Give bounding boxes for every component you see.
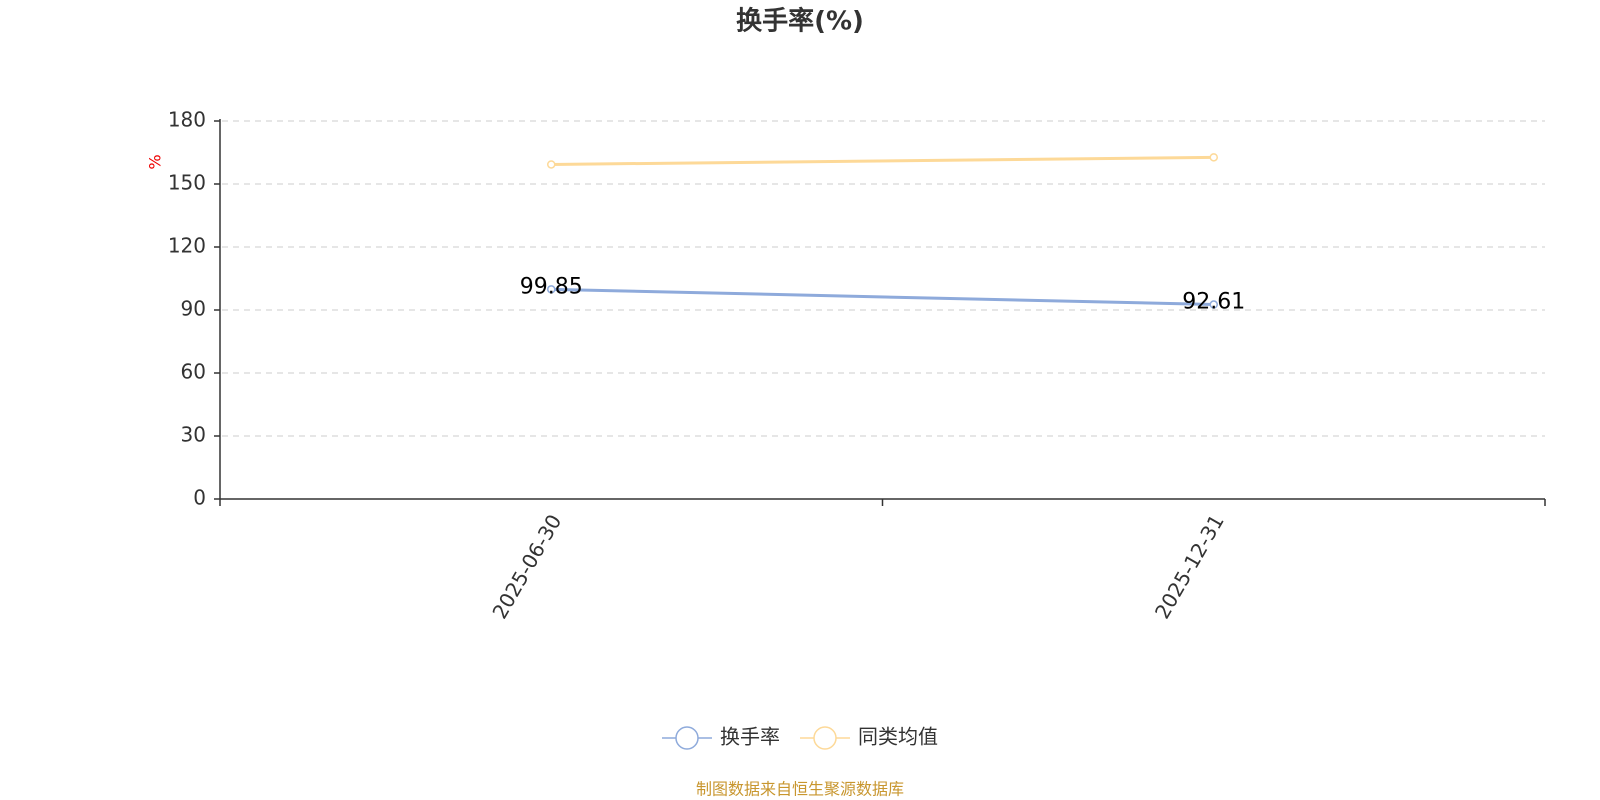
legend-label: 换手率 [720,725,780,749]
y-axis-label: % [146,154,165,169]
y-tick-label: 90 [181,297,206,321]
source-note: 制图数据来自恒生聚源数据库 [696,780,904,799]
y-tick-label: 60 [181,360,206,384]
point [547,160,556,169]
y-tick-label: 30 [181,423,206,447]
y-tick-label: 120 [168,234,206,258]
series-line [551,155,1214,166]
y-tick-label: 180 [168,108,206,132]
chart-title: 换手率(%) [736,6,864,37]
data-label: 92.61 [1182,290,1245,315]
point [547,285,556,294]
x-tick-label: 2025-12-31 [1150,510,1229,623]
legend-label: 同类均值 [858,725,938,749]
legend-item[interactable]: 同类均值 [800,725,938,750]
legend-item[interactable]: 换手率 [662,725,780,750]
y-tick-label: 150 [168,171,206,195]
y-tick-label: 0 [193,486,206,510]
legend-marker [813,726,837,750]
series-line [551,287,1214,307]
point [1209,300,1218,309]
legend-marker [675,726,699,750]
data-label: 99.85 [520,274,583,299]
x-tick-label: 2025-06-30 [487,510,566,623]
point [1209,153,1218,162]
